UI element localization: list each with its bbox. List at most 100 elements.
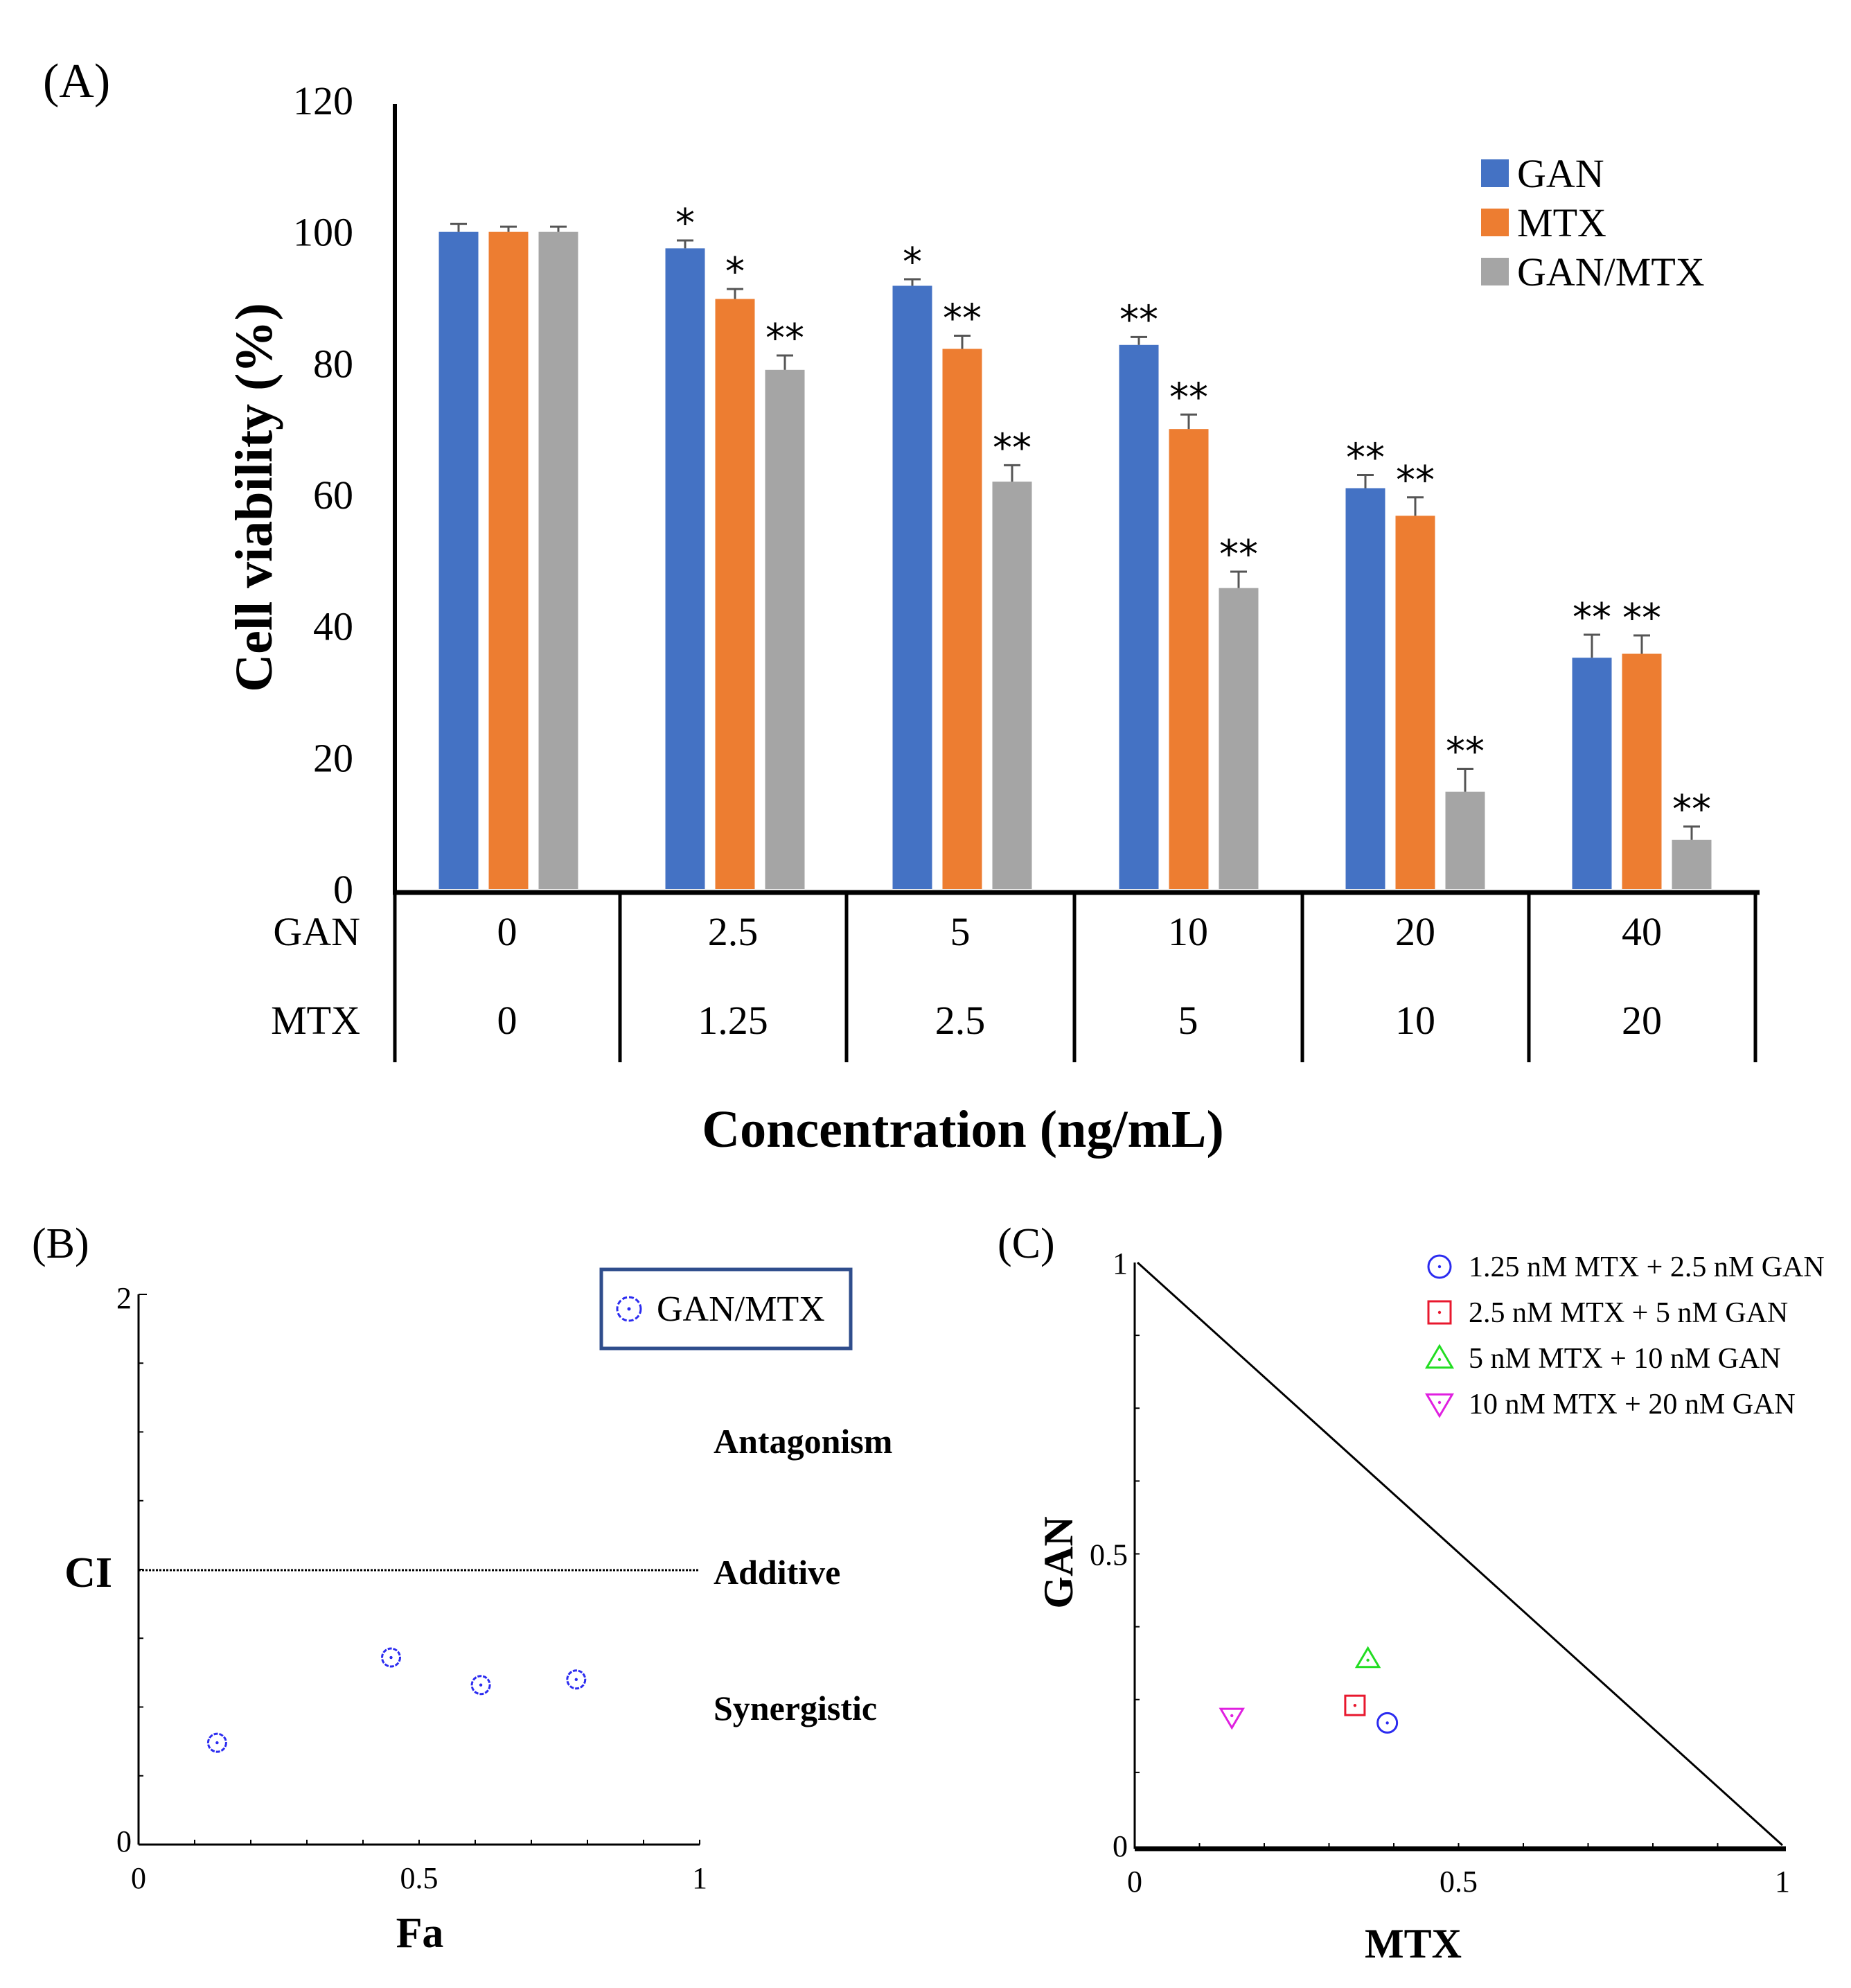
marker-center	[1230, 1714, 1234, 1718]
mtx-concentration-label: 20	[1622, 998, 1662, 1043]
y-tick-label: 0	[333, 867, 353, 912]
ci-point-center	[215, 1741, 219, 1745]
y-tick-label: 0	[1113, 1829, 1128, 1863]
bar	[1672, 839, 1712, 889]
ci-point-center	[389, 1655, 393, 1660]
region-label-synergistic: Synergistic	[714, 1689, 877, 1727]
significance-label: **	[1672, 787, 1711, 832]
significance-label: **	[943, 297, 982, 342]
legend-label: MTX	[1517, 200, 1606, 245]
marker-triangle-up	[1354, 1646, 1381, 1669]
significance-label: **	[1119, 297, 1158, 342]
bar	[1119, 344, 1159, 889]
x-tick-label: 0.5	[1440, 1865, 1478, 1899]
bar	[1395, 516, 1435, 889]
legend-label: 2.5 nM MTX + 5 nM GAN	[1469, 1297, 1788, 1329]
bar	[1169, 429, 1209, 889]
panel-a-bars: ***************************	[439, 201, 1712, 890]
significance-label: **	[1446, 729, 1485, 774]
panel-b-legend-label: GAN/MTX	[657, 1290, 825, 1329]
y-tick-label: 2	[116, 1281, 132, 1315]
marker-center	[1353, 1703, 1357, 1707]
marker-triangle-up	[1424, 1344, 1455, 1369]
bar	[1572, 658, 1612, 889]
bar	[665, 248, 705, 889]
gan-concentration-label: 0	[497, 909, 517, 954]
x-tick-label: 1	[692, 1861, 707, 1895]
marker-center	[1385, 1721, 1389, 1725]
panel-b-label: (B)	[32, 1220, 89, 1267]
panel-a-table-dividers	[393, 892, 1757, 1062]
significance-label: *	[725, 249, 745, 294]
legend-label: 5 nM MTX + 10 nM GAN	[1469, 1343, 1781, 1375]
panel-c-x-axis-title: MTX	[1365, 1921, 1462, 1967]
y-tick-label: 100	[293, 210, 353, 255]
legend-label: 10 nM MTX + 20 nM GAN	[1469, 1389, 1796, 1420]
bar	[488, 231, 529, 890]
panel-c-legend: 1.25 nM MTX + 2.5 nM GAN 2.5 nM MTX + 5 n…	[1424, 1251, 1825, 1420]
significance-label: **	[765, 316, 804, 361]
gan-concentration-label: 5	[950, 909, 971, 954]
y-tick-label: 120	[293, 78, 353, 123]
panel-c-additivity-line	[1136, 1261, 1784, 1847]
marker-center	[1437, 1400, 1442, 1405]
marker-square	[1427, 1300, 1452, 1325]
bar	[1345, 488, 1385, 889]
panel-b-y-axis-title: CI	[64, 1549, 112, 1596]
panel-c-y-axis-title: GAN	[1036, 1516, 1081, 1608]
panel-a-y-ticks: 0 20 40 60 80 100 120	[293, 78, 353, 912]
panel-c-points	[1219, 1646, 1399, 1734]
panel-b-legend-box	[599, 1267, 853, 1351]
mtx-concentration-label: 10	[1395, 998, 1435, 1043]
bar	[765, 369, 805, 889]
marker-center	[1366, 1658, 1370, 1662]
marker-circle	[1376, 1712, 1399, 1734]
panel-c-ticks: 0 0.5 1 0 0.5 1	[1090, 1247, 1790, 1899]
mtx-concentration-label: 1.25	[698, 998, 768, 1043]
y-tick-label: 60	[313, 473, 353, 518]
panel-c-label: (C)	[998, 1220, 1055, 1267]
y-tick-label: 20	[313, 735, 353, 780]
mtx-concentration-label: 2.5	[935, 998, 986, 1043]
panel-c-isobologram: (C) 0 0.5 1 0 0.5 1 MTX GAN 1.25 nM MTX + 2.5…	[998, 1220, 1825, 1967]
gan-concentration-label: 10	[1168, 909, 1208, 954]
y-tick-label: 1	[1113, 1247, 1128, 1281]
panel-a-concentration-table: 0 2.5 5 10 20 40 0 1.25 2.5 5 10 20	[497, 909, 1663, 1043]
panel-a-y-axis-title: Cell viability (%)	[225, 303, 283, 692]
legend-swatch	[1481, 209, 1509, 236]
bar	[715, 299, 755, 889]
legend-label: GAN	[1517, 151, 1604, 196]
x-tick-label: 0.5	[400, 1861, 439, 1895]
bar	[892, 285, 932, 889]
x-tick-label: 0	[1127, 1865, 1142, 1899]
gan-concentration-label: 40	[1622, 909, 1662, 954]
row-label-mtx: MTX	[271, 998, 360, 1043]
significance-label: **	[1573, 595, 1611, 640]
legend-label: 1.25 nM MTX + 2.5 nM GAN	[1469, 1251, 1825, 1283]
ci-point	[381, 1647, 401, 1668]
marker-square	[1344, 1694, 1366, 1716]
y-tick-label: 40	[313, 604, 353, 649]
ci-point	[566, 1669, 587, 1690]
x-tick-label: 0	[131, 1861, 146, 1895]
significance-label: *	[675, 201, 695, 246]
marker-triangle-down	[1424, 1393, 1455, 1418]
ci-point-center	[574, 1678, 578, 1681]
significance-label: *	[903, 240, 922, 285]
gan-concentration-label: 2.5	[708, 909, 759, 954]
marker-center	[1437, 1265, 1442, 1269]
significance-label: **	[1219, 532, 1258, 577]
significance-label: **	[1622, 596, 1661, 641]
legend-swatch	[1481, 258, 1509, 285]
panel-a-x-axis-title: Concentration (ng/mL)	[702, 1100, 1224, 1159]
panel-b-ticks: 0 0.5 1 0 2	[116, 1281, 707, 1895]
bar	[439, 231, 479, 890]
x-tick-label: 1	[1775, 1865, 1790, 1899]
bar	[1219, 588, 1259, 889]
y-tick-label: 80	[313, 341, 353, 386]
marker-circle	[1427, 1254, 1452, 1279]
ci-point	[206, 1732, 227, 1753]
panel-b-legend-circle-marker	[616, 1296, 642, 1322]
